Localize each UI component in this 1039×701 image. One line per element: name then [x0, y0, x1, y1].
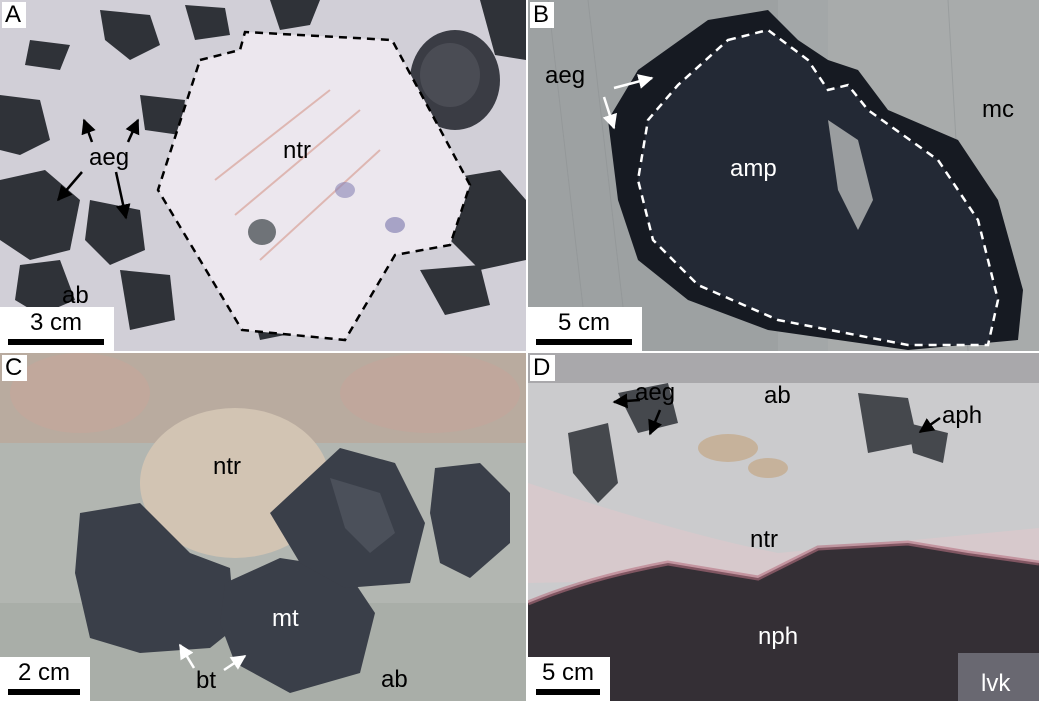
scale-text: 3 cm: [29, 309, 82, 336]
panel-c: C ntr mt bt ab 2 cm: [0, 353, 526, 701]
scale-text: 2 cm: [17, 659, 70, 686]
panel-c-letter: C: [2, 355, 28, 381]
scale-bar: [536, 689, 600, 695]
label-mt: mt: [272, 605, 299, 632]
scale-text: 5 cm: [557, 309, 610, 336]
panel-b-scale: 5 cm: [528, 307, 642, 351]
panel-b-photo: [528, 0, 1039, 351]
panel-d: D aeg ab aph ntr nph lvk 5 cm: [528, 353, 1039, 701]
scale-bar: [536, 339, 632, 345]
label-lvk: lvk: [981, 670, 1011, 697]
scale-text: 5 cm: [541, 659, 594, 686]
label-ab: ab: [381, 666, 408, 693]
panel-d-photo: [528, 353, 1039, 701]
panel-d-scale: 5 cm: [528, 657, 610, 701]
panel-a-scale: 3 cm: [0, 307, 114, 351]
panel-a-photo: [0, 0, 526, 351]
panel-a-letter: A: [2, 2, 27, 28]
label-mc: mc: [982, 96, 1014, 123]
panel-d-letter: D: [530, 355, 556, 381]
label-ntr: ntr: [213, 453, 242, 480]
panel-b-letter: B: [530, 2, 555, 28]
scale-bar: [8, 339, 104, 345]
label-aeg: aeg: [545, 62, 586, 89]
panel-b: B aeg amp mc 5 cm: [528, 0, 1039, 351]
label-bt: bt: [196, 667, 217, 694]
label-ab: ab: [62, 282, 89, 309]
panel-a: A aeg ntr ab 3 cm: [0, 0, 526, 351]
label-aeg: aeg: [635, 379, 676, 406]
label-nph: nph: [758, 623, 799, 650]
label-ntr: ntr: [750, 526, 779, 553]
panel-c-photo: [0, 353, 526, 701]
label-amp: amp: [730, 155, 777, 182]
label-ntr: ntr: [283, 137, 312, 164]
label-aph: aph: [942, 402, 983, 429]
label-ab: ab: [764, 382, 791, 409]
label-aeg: aeg: [89, 144, 130, 171]
scale-bar: [8, 689, 80, 695]
panel-c-scale: 2 cm: [0, 657, 90, 701]
